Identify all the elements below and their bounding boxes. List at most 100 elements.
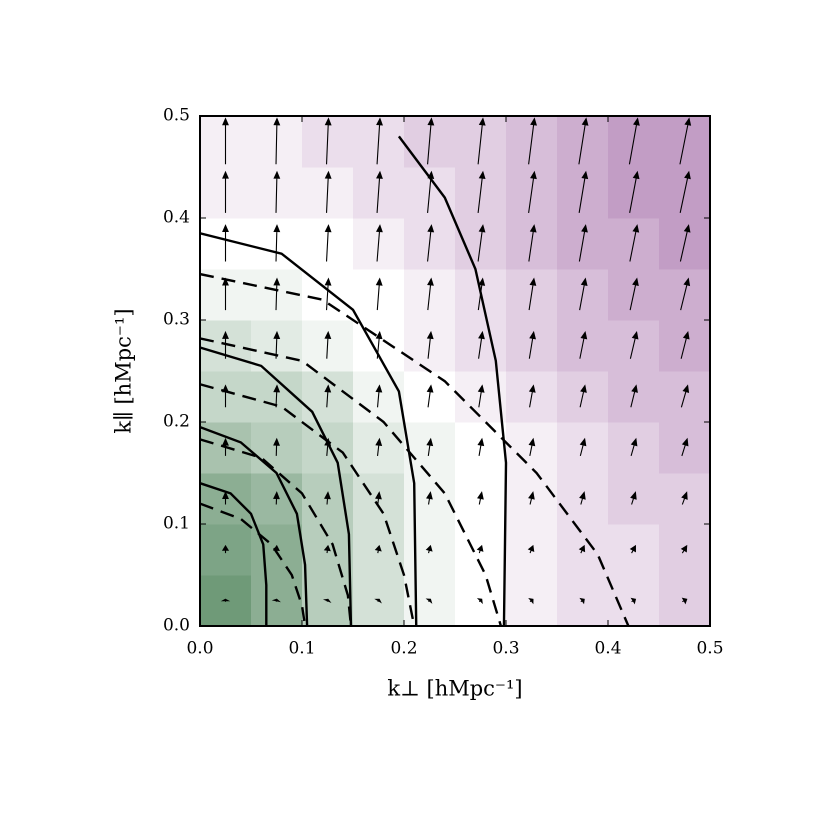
arrow (578, 544, 586, 554)
plot-frame (199, 115, 711, 627)
arrow (578, 117, 589, 165)
arrow (630, 437, 638, 457)
y-tick-label: 0.2 (163, 412, 190, 432)
contour-line (200, 438, 353, 626)
arrow (680, 544, 688, 554)
plot-area (200, 116, 711, 627)
arrow (579, 597, 585, 605)
arrow (579, 384, 587, 408)
arrow (376, 170, 383, 213)
arrow (528, 491, 535, 505)
arrow (528, 277, 537, 311)
arrow (324, 491, 331, 505)
arrow (324, 330, 332, 359)
contour-line (200, 337, 503, 626)
arrow (478, 330, 485, 359)
contour-line (200, 346, 353, 626)
arrow (222, 491, 229, 505)
arrow (476, 544, 484, 554)
y-tick-label: 0.4 (163, 208, 190, 228)
arrow (679, 170, 691, 214)
arrow (528, 597, 534, 605)
arrow (680, 277, 691, 311)
arrow (528, 330, 536, 359)
arrow (477, 224, 486, 262)
arrow (629, 544, 636, 554)
arrow (425, 598, 433, 604)
arrow (375, 224, 383, 262)
arrow (579, 491, 586, 505)
arrow (322, 598, 332, 603)
arrow (477, 384, 485, 408)
contour-line (397, 135, 508, 626)
arrow (629, 224, 640, 262)
arrow (477, 117, 486, 165)
arrow (629, 170, 640, 214)
arrow (374, 598, 382, 604)
arrow (477, 170, 486, 213)
arrow (273, 117, 281, 165)
arrow (273, 224, 281, 262)
arrow (426, 330, 434, 359)
arrow (324, 170, 332, 213)
x-tick-label: 0.3 (492, 639, 519, 659)
arrow (427, 277, 434, 311)
contour-line (200, 502, 307, 626)
arrow (220, 598, 231, 602)
arrow (527, 544, 535, 554)
arrow (578, 170, 589, 213)
arrow (222, 224, 229, 262)
arrow (375, 437, 383, 456)
arrow (426, 384, 434, 408)
arrow (273, 170, 281, 213)
arrow (679, 117, 692, 165)
arrow (528, 437, 536, 457)
arrow (528, 170, 537, 213)
arrow (476, 598, 483, 605)
arrow (271, 598, 281, 603)
x-axis-label: k⊥ [hMpc⁻¹] (387, 677, 522, 701)
arrow (426, 491, 433, 505)
arrow (680, 330, 690, 359)
arrow (681, 437, 689, 457)
x-tick-label: 0.4 (594, 639, 621, 659)
arrow (273, 437, 280, 456)
arrow (375, 384, 383, 408)
arrow (630, 384, 638, 408)
arrow (528, 117, 537, 165)
arrow (629, 330, 639, 359)
x-tick-label: 0.1 (288, 639, 315, 659)
x-tick-label: 0.5 (696, 639, 723, 659)
arrow (579, 330, 588, 359)
arrow (681, 597, 688, 605)
arrow (477, 491, 484, 505)
arrow (578, 224, 588, 262)
arrow (375, 277, 383, 311)
arrow (680, 384, 690, 408)
contour-line (200, 482, 268, 626)
arrow (681, 491, 688, 505)
arrow (579, 437, 587, 457)
arrow (477, 437, 485, 456)
arrow (630, 491, 637, 505)
y-tick-label: 0.0 (163, 616, 190, 636)
arrow (323, 544, 331, 554)
x-tick-label: 0.2 (390, 639, 417, 659)
arrow (222, 170, 229, 213)
y-axis-label: k∥ [hMpc⁻¹] (112, 308, 136, 433)
contour-line (200, 425, 309, 626)
x-tick-label: 0.0 (186, 639, 213, 659)
arrow (630, 597, 637, 605)
arrow (324, 224, 332, 262)
arrow (425, 544, 433, 554)
arrow (528, 384, 536, 408)
arrow (374, 544, 382, 554)
arrow (528, 224, 537, 262)
y-tick-label: 0.1 (163, 514, 190, 534)
arrow (427, 224, 435, 262)
arrow (222, 277, 229, 311)
arrow (273, 491, 280, 505)
contour-line (200, 383, 416, 626)
arrow (324, 384, 332, 408)
y-tick-label: 0.5 (163, 106, 190, 126)
